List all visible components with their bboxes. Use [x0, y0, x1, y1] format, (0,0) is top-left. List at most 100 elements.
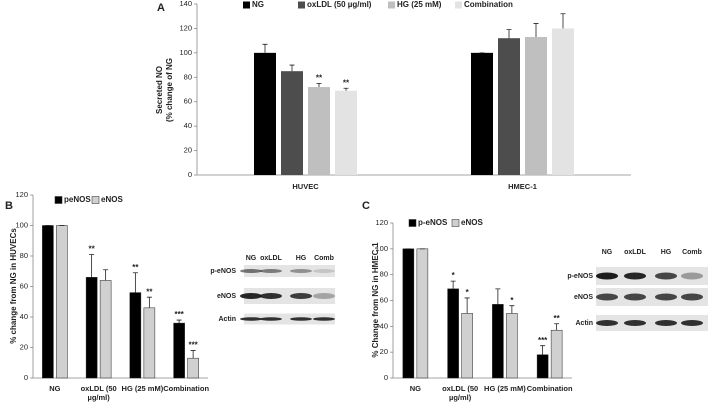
error-bar	[450, 280, 456, 289]
lane-label: NG	[602, 249, 613, 256]
blot-band	[260, 293, 282, 299]
y-tick-label: 20	[380, 347, 388, 356]
y-tick-label: 120	[375, 218, 388, 227]
y-tick-label: 40	[380, 321, 388, 330]
x-tick-label: Combination	[163, 384, 210, 393]
legend-swatch	[388, 1, 395, 9]
error-bar	[262, 43, 268, 53]
blot-strip	[596, 288, 708, 306]
bar	[143, 307, 156, 379]
y-tick-label: 20	[184, 146, 192, 155]
bar	[506, 313, 518, 379]
error-bar	[316, 82, 322, 88]
bar	[447, 288, 459, 379]
blot-band	[260, 269, 282, 273]
blot-band	[290, 269, 312, 273]
bar	[254, 52, 276, 175]
error-bar	[103, 269, 109, 281]
bar	[471, 52, 493, 175]
blot-band	[624, 320, 646, 326]
legend-label: eNOS	[101, 195, 123, 204]
blot-band	[240, 317, 262, 321]
significance-label: **	[89, 245, 96, 254]
blot-strip	[596, 315, 708, 331]
bar	[99, 280, 112, 379]
blot-band	[655, 320, 677, 326]
blot-band	[240, 269, 262, 273]
legend-swatch	[455, 1, 462, 9]
legend-label: p-eNOS	[418, 218, 448, 227]
blot-band	[290, 293, 312, 299]
bar	[416, 248, 429, 379]
row-label: Actin	[219, 316, 237, 323]
significance-label: **	[343, 78, 350, 87]
error-bar	[509, 305, 515, 314]
legend-label: eNOS	[461, 218, 483, 227]
significance-label: *	[510, 296, 514, 305]
bar	[550, 329, 563, 379]
y-tick-label: 60	[380, 295, 388, 304]
y-axis-label: (% change of NG	[165, 58, 174, 122]
significance-label: ***	[538, 336, 548, 345]
bar	[552, 28, 574, 175]
bar	[308, 87, 330, 175]
y-tick-label: 0	[384, 373, 388, 382]
blot-band	[313, 293, 335, 299]
y-tick-label: 120	[179, 23, 192, 32]
lane-label: HG	[661, 249, 672, 256]
y-tick-label: 80	[380, 270, 388, 279]
legend-swatch	[408, 219, 417, 227]
row-label: Actin	[576, 320, 594, 327]
bar	[42, 225, 54, 379]
significance-label: ***	[188, 341, 198, 350]
error-bar	[533, 23, 539, 37]
bar	[85, 277, 98, 379]
panel-label: B	[5, 200, 13, 212]
bar	[335, 90, 357, 175]
blot-band	[681, 293, 703, 301]
legend-swatch	[54, 196, 63, 204]
y-tick-label: 80	[20, 251, 28, 260]
error-bar	[560, 13, 566, 29]
x-tick-label: Combination	[526, 384, 573, 393]
bar	[129, 292, 142, 379]
blot-band	[681, 272, 703, 280]
significance-label: *	[466, 288, 470, 297]
row-label: p-eNOS	[567, 273, 593, 280]
bar	[173, 322, 185, 379]
y-tick-label: 100	[375, 244, 388, 253]
y-tick-label: 100	[179, 48, 192, 57]
y-tick-label: 120	[15, 190, 28, 199]
x-tick-label: oxLDL (50 µg/ml)	[442, 384, 479, 402]
bar	[492, 304, 504, 379]
blot-band	[624, 293, 646, 301]
legend-label: HG (25 mM)	[397, 0, 442, 9]
row-label: p-eNOS	[210, 268, 236, 275]
significance-label: **	[316, 74, 323, 83]
error-bar	[132, 272, 138, 293]
bar	[56, 225, 68, 379]
y-tick-label: 140	[179, 0, 192, 8]
error-bar	[506, 29, 512, 39]
panel-label: C	[362, 200, 370, 212]
error-bar	[495, 288, 501, 305]
y-axis-label: % Change from NG in HMEC-1	[371, 242, 380, 358]
blot-band	[260, 317, 282, 321]
error-bar	[554, 323, 560, 331]
error-bar	[289, 64, 295, 72]
y-tick-label: 0	[188, 170, 192, 179]
row-label: eNOS	[574, 294, 593, 301]
row-label: eNOS	[217, 293, 236, 300]
lane-label: oxLDL	[260, 255, 283, 262]
significance-label: ***	[174, 310, 184, 319]
legend-label: oxLDL (50 µg/ml)	[307, 0, 372, 9]
x-tick-label: HG (25 mM)	[484, 384, 526, 393]
panel-label: A	[157, 2, 165, 14]
blot-strip	[596, 267, 708, 285]
error-bar	[343, 87, 349, 91]
y-tick-label: 60	[20, 281, 28, 290]
y-tick-label: 40	[20, 312, 28, 321]
bar	[461, 313, 473, 379]
y-tick-label: 20	[20, 342, 28, 351]
